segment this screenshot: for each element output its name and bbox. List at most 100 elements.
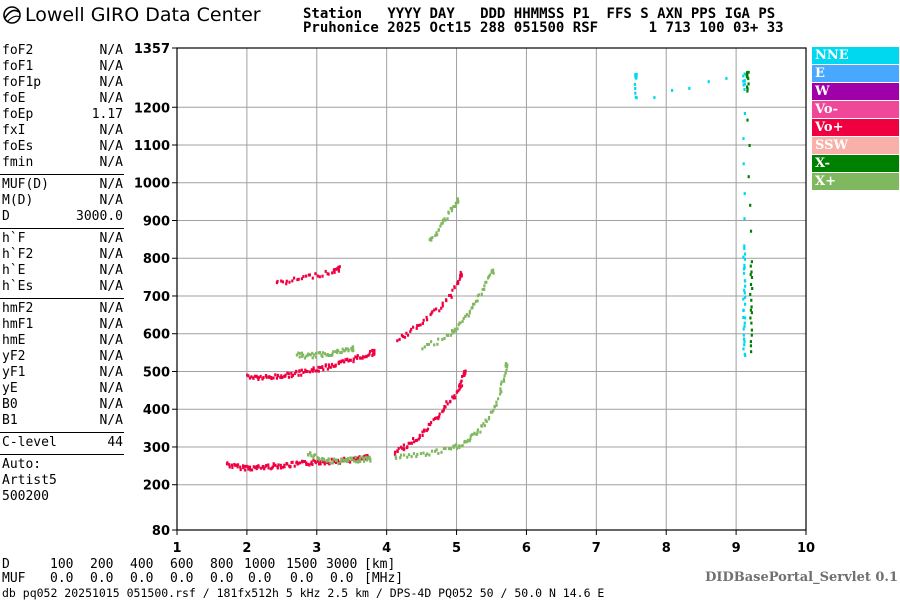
echo-mark [321,457,324,460]
echo-mark [329,354,333,357]
echo-mark [318,458,321,462]
echo-mark [303,460,306,463]
echo-mark [281,280,284,284]
echo-mark [358,455,361,459]
echo-mark [252,465,255,469]
echo-mark [228,465,231,469]
echo-mark [406,445,409,449]
param-divider [0,174,124,175]
echo-mark [453,444,456,448]
chart-grid [176,47,807,531]
echo-mark [310,460,313,464]
echo-mark [270,377,273,381]
echo-mark [461,375,464,378]
x-tick-label: 7 [592,541,601,556]
echo-mark [749,316,752,320]
echo-mark [426,427,430,431]
echo-mark [305,463,308,466]
echo-mark [349,460,352,464]
echo-mark [439,224,442,228]
echo-mark [316,459,319,463]
echo-mark [344,347,348,351]
param-group-virtual-heights: h`F N/A h`F2 N/A h`E N/A h`Es N/A [0,231,124,295]
distance-value: 1000 [244,557,276,572]
echo-mark [306,370,309,373]
echo-mark [450,209,453,213]
param-name: foEp [2,107,34,122]
param-name: foF2 [2,43,34,58]
echo-mark [742,297,745,301]
echo-mark [443,217,446,221]
echo-mark [445,400,448,404]
echo-mark [243,464,246,468]
distance-row: D 100 200 400 600 800 1000 1500 3000 [km… [2,558,422,572]
echo-mark [396,339,399,343]
param-value: N/A [99,177,123,192]
param-value: N/A [99,301,123,316]
echo-mark [744,279,747,283]
echo-mark [744,316,747,320]
echo-mark [427,342,430,346]
val-ps: 33 [766,20,784,36]
param-name: h`F [2,231,26,246]
echo-mark [750,276,754,279]
echo-mark [368,352,371,356]
echo-mark [336,267,339,271]
y-tick-label: 1100 [134,139,170,154]
echo-mark [451,288,454,292]
echo-mark [492,271,495,275]
echo-mark [255,465,258,468]
param-value: 44 [107,435,123,450]
echo-mark [744,284,747,288]
y-axis-ticks: 80 200 300 400 500 600 700 800 900 1000 1100 1200 13… [134,42,177,539]
echo-mark [474,299,478,303]
legend-item-w: W [812,83,899,100]
echo-mark [434,416,437,420]
echo-mark [290,371,293,375]
echo-mark [403,453,406,457]
echo-mark [412,452,415,456]
echo-mark [476,431,479,435]
echo-mark [412,325,415,329]
echo-mark [235,463,238,467]
echo-mark [259,374,262,378]
logo-text: Lowell GIRO Data Center [25,4,261,26]
echo-mark [743,266,746,270]
echo-mark [291,279,294,283]
echo-mark [448,446,451,450]
echo-mark [293,372,296,376]
val-station: Pruhonice [303,20,379,36]
param-name: D [2,209,10,224]
param-name: B0 [2,397,18,412]
echo-mark [300,373,303,377]
echo-mark [341,347,344,351]
echo-mark [369,459,372,463]
param-row: foE N/A [0,91,124,107]
echo-mark [429,237,432,240]
echo-mark [504,371,507,375]
trace-vo-minusplus [246,348,376,381]
param-value: N/A [99,263,123,278]
echo-mark [441,218,445,222]
y-tick-label: 300 [143,441,170,456]
echo-mark [428,453,431,457]
echo-mark [373,352,376,356]
echo-mark [276,279,279,283]
echo-mark [443,336,446,340]
echo-mark [340,351,343,354]
echo-mark [343,459,346,463]
echo-mark [354,458,357,462]
echo-mark [310,454,313,458]
echo-mark [464,371,467,375]
echo-mark [337,268,340,272]
echo-mark [749,273,752,277]
param-name: h`E [2,263,26,278]
echo-mark [314,355,317,359]
trace-vo-minusplus [393,369,467,456]
echo-mark [742,79,745,83]
param-value: N/A [99,413,123,428]
echo-mark [742,137,745,141]
echo-mark [291,373,294,377]
echo-mark [350,348,353,352]
